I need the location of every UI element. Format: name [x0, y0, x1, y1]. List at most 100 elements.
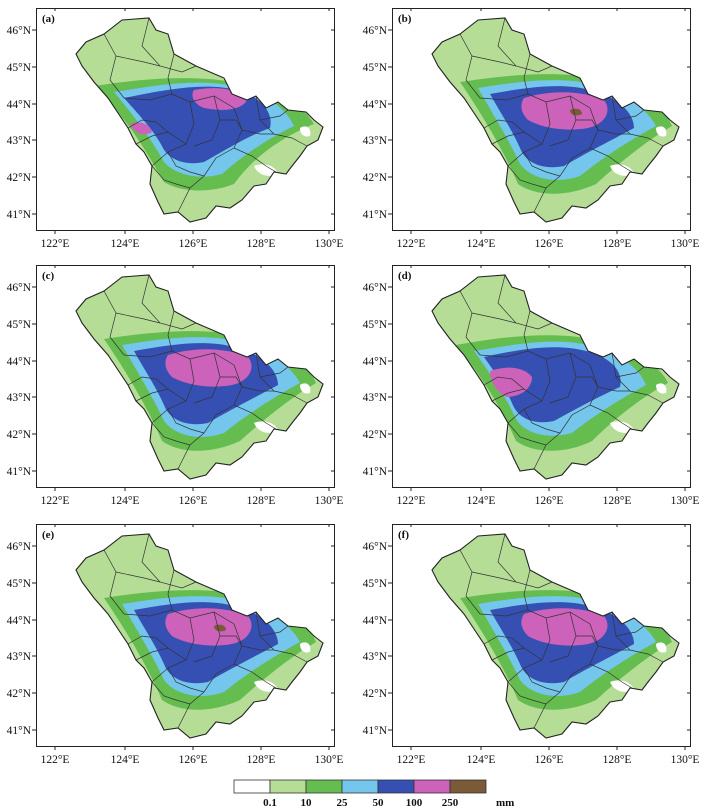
legend-color-box	[305, 779, 343, 794]
no-rain-area	[610, 126, 667, 176]
county-border	[241, 129, 274, 135]
county-border	[127, 376, 169, 390]
lon-tick-label: 122°E	[41, 754, 70, 766]
county-border	[220, 376, 243, 388]
county-border	[115, 312, 161, 324]
county-border	[491, 647, 543, 661]
panel-label: (d)	[398, 270, 412, 282]
county-border	[167, 151, 205, 177]
lat-tick-label: 43°N	[7, 392, 32, 404]
panel-label: (b)	[398, 13, 412, 25]
county-border	[103, 290, 125, 356]
lon-tick-label: 126°E	[179, 754, 208, 766]
lon-tick-label: 122°E	[397, 238, 426, 250]
lat-tick-label: 45°N	[363, 319, 388, 331]
county-border	[479, 350, 591, 366]
lat-tick-label: 42°N	[7, 172, 32, 184]
county-border	[471, 571, 517, 583]
county-border	[479, 609, 591, 625]
lat-tick-label: 46°N	[7, 541, 32, 553]
lon-tick-label: 130°E	[315, 495, 344, 507]
lat-tick-label: 45°N	[7, 62, 32, 74]
map-panel: (f) 46°N 45°N 44°N 43°N 42°N 41°N 122°E 124°E 126…	[363, 524, 699, 766]
precipitation-map	[431, 274, 680, 480]
legend-color-box	[233, 779, 271, 794]
legend-color-box	[413, 779, 451, 794]
legend-color-box	[449, 779, 487, 794]
county-border	[127, 635, 169, 649]
county-border	[459, 549, 481, 615]
map-panel: (a) 46°N 45°N 44°N 43°N 42°N 41°N 122°E 124°E 126…	[7, 8, 343, 250]
county-border	[220, 635, 243, 647]
county-border	[523, 151, 561, 177]
lat-tick-label: 46°N	[7, 25, 32, 37]
county-border	[233, 663, 277, 689]
county-border	[491, 388, 543, 402]
lon-tick-label: 126°E	[535, 495, 564, 507]
map-panel: (d) 46°N 45°N 44°N 43°N 42°N 41°N 122°E 124°E 126…	[363, 265, 699, 507]
lon-tick-label: 124°E	[467, 238, 496, 250]
county-border	[123, 93, 235, 109]
legend-break-label: 10	[301, 797, 313, 808]
no-rain-area	[610, 383, 667, 433]
lon-tick-label: 124°E	[111, 754, 140, 766]
county-border	[549, 611, 577, 663]
lat-tick-label: 46°N	[363, 25, 388, 37]
precipitation-map	[431, 533, 680, 739]
lon-tick-label: 128°E	[603, 754, 632, 766]
county-border	[491, 131, 543, 145]
county-border	[471, 55, 517, 67]
county-border	[127, 119, 169, 133]
county-border	[233, 147, 277, 173]
county-border	[167, 53, 175, 95]
lat-tick-label: 44°N	[363, 356, 388, 368]
county-border	[597, 386, 630, 392]
lat-tick-label: 42°N	[7, 429, 32, 441]
county-border	[507, 422, 547, 446]
legend-break-label: 250	[442, 797, 459, 808]
county-border	[259, 625, 289, 637]
rain-band-over-250	[130, 88, 248, 135]
lat-tick-label: 46°N	[7, 282, 32, 294]
county-border	[523, 569, 531, 611]
county-border	[483, 635, 525, 649]
county-border	[597, 645, 630, 651]
county-border	[135, 131, 187, 145]
lon-tick-label: 122°E	[397, 754, 426, 766]
county-border	[167, 569, 175, 611]
legend-color-box	[377, 779, 415, 794]
lon-tick-label: 130°E	[315, 754, 344, 766]
lat-tick-label: 45°N	[7, 578, 32, 590]
lon-tick-label: 126°E	[535, 238, 564, 250]
lat-tick-label: 44°N	[363, 99, 388, 111]
county-border	[103, 33, 125, 99]
county-border	[549, 95, 577, 147]
no-rain-area	[254, 383, 311, 433]
county-border	[241, 386, 274, 392]
precipitation-map	[75, 533, 324, 739]
county-border	[576, 119, 599, 131]
county-border	[615, 625, 645, 637]
lon-tick-label: 124°E	[467, 754, 496, 766]
county-border	[523, 310, 531, 352]
lat-tick-label: 43°N	[7, 651, 32, 663]
precipitation-map	[75, 274, 324, 480]
legend-break-label: 25	[337, 797, 349, 808]
lon-tick-label: 128°E	[247, 754, 276, 766]
county-border	[471, 312, 517, 324]
county-border	[523, 53, 531, 95]
map-panel: (c) 46°N 45°N 44°N 43°N 42°N 41°N 122°E 124°E 126…	[7, 265, 344, 507]
panel-label: (e)	[42, 529, 55, 541]
no-rain-area	[610, 642, 667, 692]
county-border	[193, 352, 221, 404]
county-border	[459, 290, 481, 356]
panel-label: (c)	[42, 270, 55, 282]
county-border	[151, 422, 191, 446]
lat-tick-label: 41°N	[363, 725, 388, 737]
county-border	[220, 119, 243, 131]
county-border	[241, 645, 274, 651]
county-border	[233, 404, 277, 430]
county-border	[135, 388, 187, 402]
county-border	[576, 376, 599, 388]
